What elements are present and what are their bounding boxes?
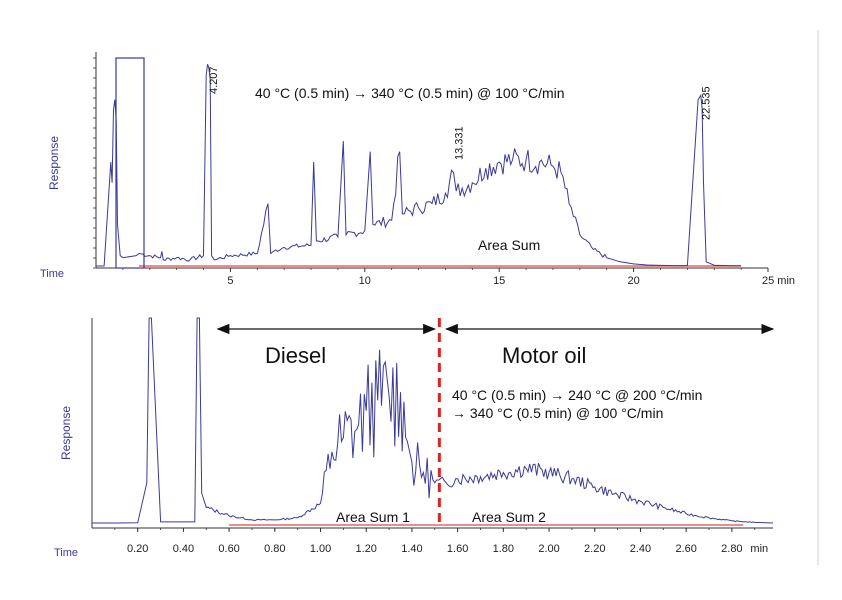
bottom-x-tick-label: 2.80	[721, 543, 742, 555]
top-x-tick-label: 10	[359, 275, 371, 287]
bottom-y-axis-label: Response	[59, 406, 73, 460]
bottom-x-tick-label: 0.20	[127, 543, 148, 555]
bottom-x-tick-label: 1.40	[401, 543, 422, 555]
bottom-x-ticks	[114, 528, 756, 532]
bottom-chart-panel: 0.20 0.40 0.60 0.80 1.00 1.20 1.40 1.60 1.80 2.00…	[54, 317, 775, 559]
top-area-sum-label: Area Sum	[478, 237, 540, 253]
top-time-label: Time	[40, 268, 64, 280]
bottom-x-tick-label: 0.40	[173, 543, 194, 555]
top-chart-panel: 5 10 15 20 25 min Response Time 40 °C (0.5 m…	[40, 52, 795, 287]
bottom-x-tick-label: 1.80	[493, 543, 514, 555]
bottom-x-unit-label: min	[750, 543, 768, 555]
bottom-x-tick-label: 0.80	[264, 543, 285, 555]
bottom-x-tick-labels: 0.20 0.40 0.60 0.80 1.00 1.20 1.40 1.60 1.80 2.00…	[127, 543, 768, 555]
top-x-tick-label: 5	[227, 275, 233, 287]
top-x-tick-label: 15	[493, 275, 505, 287]
top-x-tick-label: 20	[627, 275, 639, 287]
top-condition-text: 40 °C (0.5 min) → 340 °C (0.5 min) @ 100…	[255, 85, 565, 101]
bottom-condition-line2: → 340 °C (0.5 min) @ 100 °C/min	[452, 405, 663, 421]
area-sum-2-label: Area Sum 2	[472, 509, 546, 525]
bottom-x-tick-label: 1.20	[356, 543, 377, 555]
bottom-x-tick-label: 0.60	[218, 543, 239, 555]
area-sum-1-label: Area Sum 1	[336, 509, 410, 525]
bottom-x-tick-label: 1.60	[447, 543, 468, 555]
bottom-condition-line1: 40 °C (0.5 min) → 240 °C @ 200 °C/min	[452, 387, 702, 403]
bottom-x-tick-label: 2.00	[538, 543, 559, 555]
top-chromatogram-trace	[96, 64, 742, 267]
peak-label-22535: 22.535	[701, 86, 713, 120]
top-x-tick-labels: 5 10 15 20 25 min	[227, 275, 795, 287]
bottom-x-tick-label: 2.60	[675, 543, 696, 555]
bottom-chromatogram-trace	[92, 317, 774, 524]
region-label-motor-oil: Motor oil	[502, 343, 586, 368]
region-label-diesel: Diesel	[265, 343, 326, 368]
top-solvent-peak-box	[115, 57, 145, 269]
bottom-x-tick-label: 2.40	[630, 543, 651, 555]
top-y-minor-ticks	[93, 57, 96, 269]
top-x-tick-label: 25 min	[762, 275, 795, 287]
bottom-time-label: Time	[54, 547, 78, 559]
top-y-axis-label: Response	[47, 136, 61, 190]
peak-label-13331: 13.331	[453, 126, 465, 160]
top-x-ticks	[122, 268, 769, 272]
peak-label-4207: 4.207	[208, 66, 220, 94]
bottom-x-tick-label: 1.00	[310, 543, 331, 555]
bottom-x-tick-label: 2.20	[584, 543, 605, 555]
